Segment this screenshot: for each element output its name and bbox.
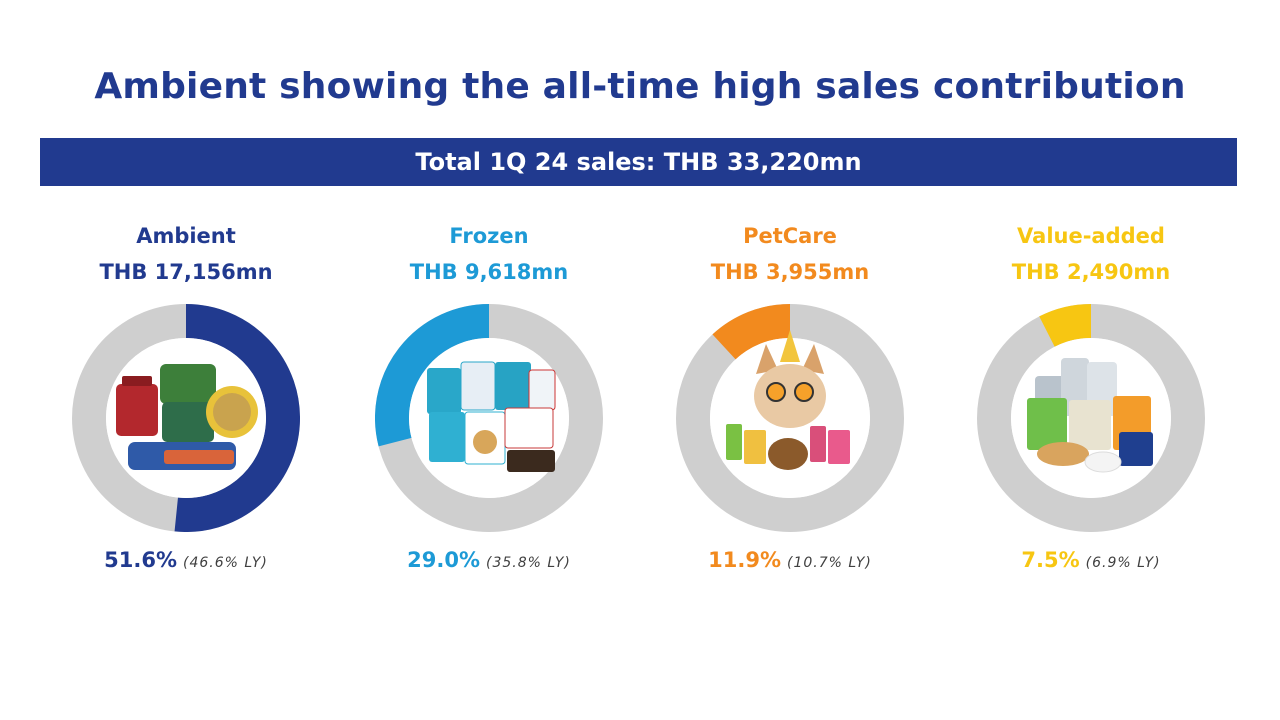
donut-chart-value-added <box>977 304 1205 532</box>
share-percent: 29.0% <box>407 548 480 572</box>
last-year-share: (35.8% LY) <box>485 555 571 571</box>
segment-frozen: Frozen THB 9,618mn 29.0% (35.8% LY) <box>339 218 639 572</box>
share-percent: 7.5% <box>1021 548 1080 572</box>
canned-seafood-products-icon <box>116 364 258 470</box>
frozen-food-packs-icon <box>427 361 556 472</box>
page-title: Ambient showing the all-time high sales … <box>94 66 1186 107</box>
donut-arc-frozen <box>375 304 490 447</box>
segment-value-added: Value-added THB 2,490mn 7.5% (6.9% LY) <box>941 218 1241 572</box>
cat-with-pet-food-icon <box>726 330 850 470</box>
donut-svg <box>676 304 904 532</box>
segment-ambient: Ambient THB 17,156mn 51.6% (46.6% LY) <box>36 218 336 572</box>
donut-svg <box>977 304 1205 532</box>
supplement-products-icon <box>1027 358 1153 473</box>
donut-svg <box>375 304 603 532</box>
donut-arc-petcare <box>712 304 791 360</box>
donut-svg <box>72 304 300 532</box>
last-year-share: (10.7% LY) <box>786 555 872 571</box>
share-row: 29.0% (35.8% LY) <box>339 548 639 572</box>
segment-name: Ambient <box>136 224 236 248</box>
segment-amount: THB 9,618mn <box>409 260 569 284</box>
total-sales-banner: Total 1Q 24 sales: THB 33,220mn <box>40 138 1237 186</box>
segment-name: Value-added <box>1017 224 1165 248</box>
segment-amount: THB 17,156mn <box>99 260 273 284</box>
donut-chart-petcare <box>676 304 904 532</box>
donut-chart-ambient <box>72 304 300 532</box>
donut-arc-ambient <box>174 304 300 532</box>
share-row: 11.9% (10.7% LY) <box>640 548 940 572</box>
segment-amount: THB 2,490mn <box>1011 260 1171 284</box>
donut-arc-value-added <box>1039 304 1092 347</box>
share-row: 51.6% (46.6% LY) <box>36 548 336 572</box>
donut-chart-frozen <box>375 304 603 532</box>
share-row: 7.5% (6.9% LY) <box>941 548 1241 572</box>
last-year-share: (6.9% LY) <box>1085 555 1161 571</box>
last-year-share: (46.6% LY) <box>182 555 268 571</box>
segment-petcare: PetCare THB 3,955mn 11.9% (10.7% LY) <box>640 218 940 572</box>
segment-name: PetCare <box>743 224 837 248</box>
segment-name: Frozen <box>449 224 529 248</box>
share-percent: 51.6% <box>104 548 177 572</box>
segment-amount: THB 3,955mn <box>710 260 870 284</box>
share-percent: 11.9% <box>708 548 781 572</box>
